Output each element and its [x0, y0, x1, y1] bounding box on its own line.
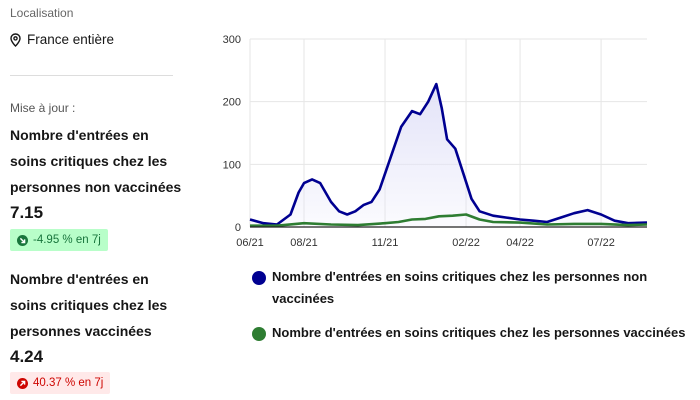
divider	[10, 75, 173, 76]
metric-title-vaccinated: Nombre d'entrées en soins critiques chez…	[10, 271, 168, 339]
localisation-selector[interactable]: France entière	[10, 32, 114, 47]
map-pin-icon	[10, 32, 21, 47]
arrow-up-right-icon	[17, 377, 28, 389]
legend-item-vaccinated[interactable]: Nombre d'entrées en soins critiques chez…	[252, 322, 692, 344]
x-tick-label: 07/22	[587, 237, 615, 249]
y-tick-label: 100	[223, 159, 241, 171]
legend-label-vaccinated: Nombre d'entrées en soins critiques chez…	[272, 325, 686, 340]
line-chart: 0 100 200 300 06/21 08/21 11/21 02/22 04/22 07/22	[223, 34, 648, 249]
legend-label-unvaccinated: Nombre d'entrées en soins critiques chez…	[272, 269, 648, 306]
metric-value-vaccinated: 4.24	[10, 347, 44, 366]
legend-dot-vaccinated	[252, 327, 266, 341]
y-tick-label: 200	[223, 97, 241, 109]
localisation-value: France entière	[27, 32, 115, 47]
metric-title-unvaccinated: Nombre d'entrées en soins critiques chez…	[10, 127, 182, 195]
legend-dot-unvaccinated	[252, 271, 266, 285]
y-tick-label: 0	[235, 222, 241, 234]
legend-item-unvaccinated[interactable]: Nombre d'entrées en soins critiques chez…	[252, 266, 692, 310]
metric-value-unvaccinated: 7.15	[10, 203, 44, 222]
x-tick-label: 06/21	[236, 237, 264, 249]
update-label: Mise à jour :	[10, 101, 76, 115]
change-badge-vaccinated: 40.37 % en 7j	[10, 372, 111, 394]
change-value-vaccinated: 40.37 % en 7j	[33, 377, 104, 389]
x-tick-label: 02/22	[452, 237, 480, 249]
localisation-label: Localisation	[10, 6, 74, 20]
y-tick-label: 300	[223, 34, 241, 46]
change-value-unvaccinated: -4.95 % en 7j	[33, 234, 101, 246]
x-tick-label: 08/21	[290, 237, 318, 249]
legend: Nombre d'entrées en soins critiques chez…	[252, 266, 692, 344]
x-tick-label: 04/22	[506, 237, 534, 249]
change-badge-unvaccinated: -4.95 % en 7j	[10, 229, 108, 251]
sidebar-panel: Localisation France entière Mise à jour …	[0, 0, 185, 400]
series-line-unvaccinated	[249, 82, 648, 226]
arrow-down-right-icon	[17, 234, 28, 246]
series-line-vaccinated	[250, 213, 648, 227]
series-area-unvaccinated	[250, 84, 647, 227]
x-tick-label: 11/21	[372, 237, 399, 249]
